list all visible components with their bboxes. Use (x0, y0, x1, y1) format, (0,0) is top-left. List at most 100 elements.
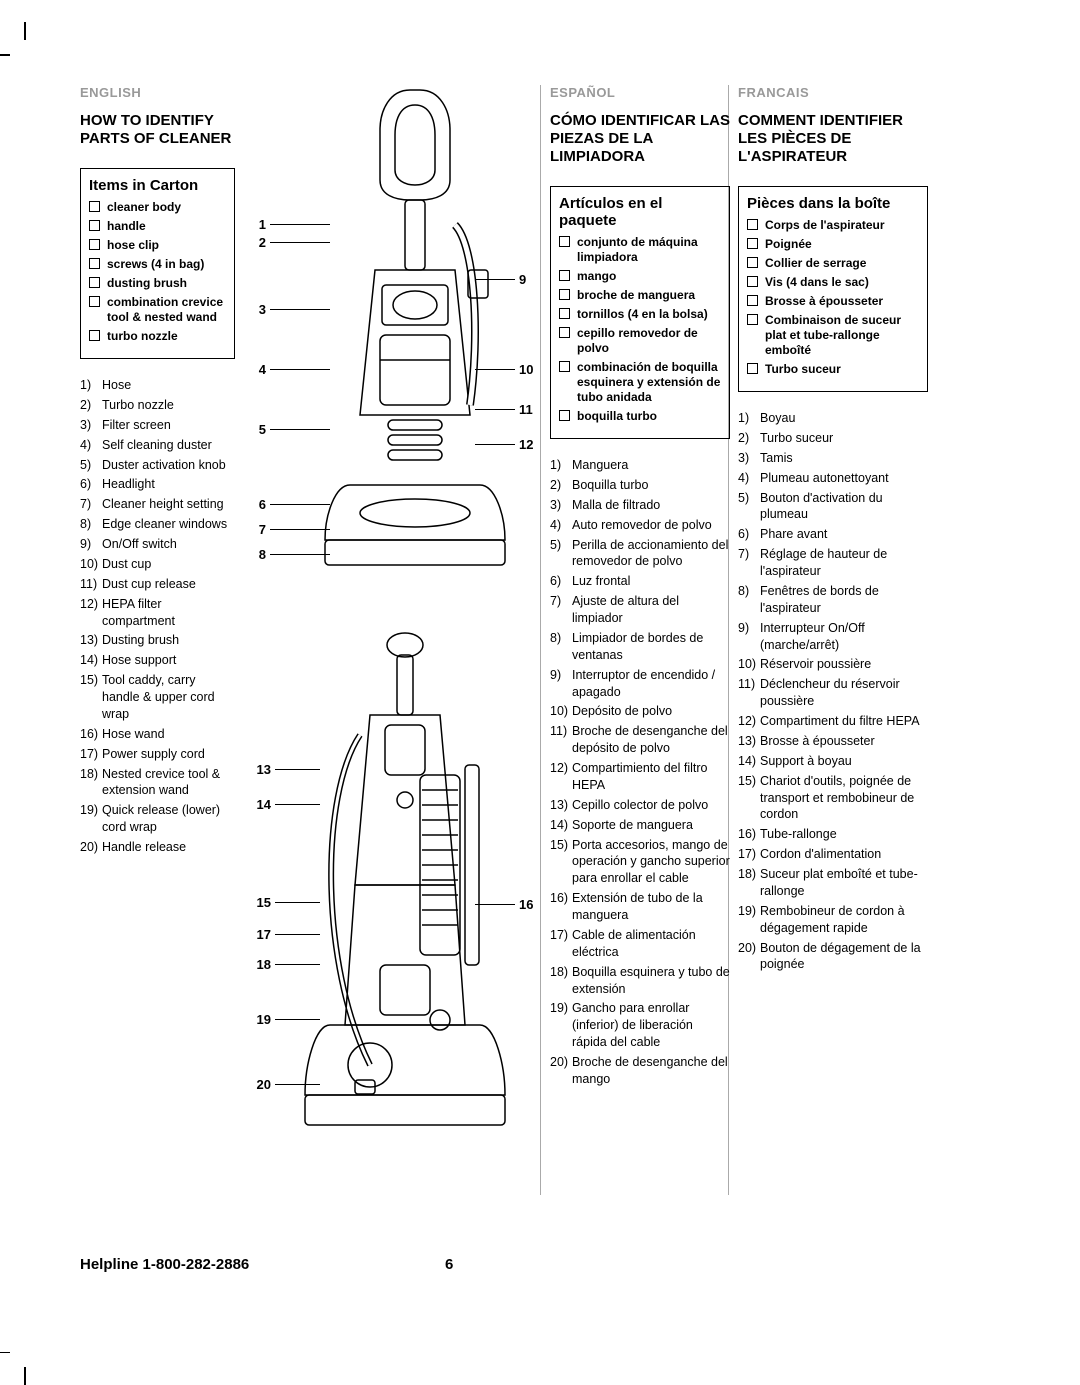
part-label: Fenêtres de bords de l'aspirateur (760, 583, 928, 617)
diagram-callout: 10 (475, 362, 535, 377)
part-number: 16) (80, 726, 102, 743)
carton-item: conjunto de máquina limpiadora (559, 235, 721, 265)
carton-item: broche de manguera (559, 288, 721, 303)
part-label: Suceur plat emboîté et tube-rallonge (760, 866, 928, 900)
part-item: 14)Soporte de manguera (550, 817, 730, 834)
part-label: Tool caddy, carry handle & upper cord wr… (102, 672, 235, 723)
diagram-callout: 6 (250, 497, 330, 512)
part-item: 14)Hose support (80, 652, 235, 669)
part-number: 8) (738, 583, 760, 617)
part-item: 3)Filter screen (80, 417, 235, 434)
part-number: 6) (738, 526, 760, 543)
carton-item: Brosse à épousseter (747, 294, 919, 309)
part-label: Interrupteur On/Off (marche/arrêt) (760, 620, 928, 654)
part-number: 10) (80, 556, 102, 573)
carton-item-label: handle (107, 219, 146, 234)
part-label: Interruptor de encendido / apagado (572, 667, 730, 701)
part-item: 10)Dust cup (80, 556, 235, 573)
part-item: 11)Broche de desenganche del depósito de… (550, 723, 730, 757)
part-number: 1) (738, 410, 760, 427)
checkbox-icon (559, 308, 570, 319)
carton-item-label: tornillos (4 en la bolsa) (577, 307, 708, 322)
part-number: 6) (80, 476, 102, 493)
part-item: 17)Power supply cord (80, 746, 235, 763)
carton-item: cepillo removedor de polvo (559, 326, 721, 356)
part-label: Dust cup release (102, 576, 235, 593)
checkbox-icon (89, 277, 100, 288)
part-number: 16) (550, 890, 572, 924)
part-label: Boyau (760, 410, 928, 427)
column-separator-1 (540, 85, 541, 1195)
part-item: 12)Compartimiento del filtro HEPA (550, 760, 730, 794)
part-item: 17)Cable de alimentación eléctrica (550, 927, 730, 961)
part-number: 15) (738, 773, 760, 824)
part-item: 15)Chariot d'outils, poignée de transpor… (738, 773, 928, 824)
part-number: 6) (550, 573, 572, 590)
vacuum-rear-illustration (300, 625, 510, 1145)
part-number: 11) (80, 576, 102, 593)
carton-item-label: Brosse à épousseter (765, 294, 883, 309)
diagram-callout: 16 (475, 897, 535, 912)
part-number: 3) (550, 497, 572, 514)
part-number: 9) (738, 620, 760, 654)
part-label: Tube-rallonge (760, 826, 928, 843)
carton-item: Combinaison de suceur plat et tube-rallo… (747, 313, 919, 358)
part-number: 18) (738, 866, 760, 900)
checkbox-icon (89, 296, 100, 307)
part-label: Power supply cord (102, 746, 235, 763)
checkbox-icon (559, 361, 570, 372)
carton-item: turbo nozzle (89, 329, 226, 344)
checkbox-icon (747, 219, 758, 230)
part-item: 1)Manguera (550, 457, 730, 474)
part-label: Compartiment du filtre HEPA (760, 713, 928, 730)
diagram-callout: 11 (475, 402, 535, 417)
checkbox-icon (747, 257, 758, 268)
part-number: 12) (738, 713, 760, 730)
column-french: FRANCAIS COMMENT IDENTIFIER LES PIÈCES D… (738, 85, 928, 976)
part-number: 5) (550, 537, 572, 571)
carton-item: hose clip (89, 238, 226, 253)
part-item: 1)Boyau (738, 410, 928, 427)
diagram-callout: 9 (475, 272, 535, 287)
part-number: 14) (738, 753, 760, 770)
callout-number: 10 (519, 362, 533, 377)
part-number: 8) (550, 630, 572, 664)
carton-item-label: turbo nozzle (107, 329, 178, 344)
lang-label-es: ESPAÑOL (550, 85, 730, 100)
part-number: 2) (738, 430, 760, 447)
part-number: 2) (550, 477, 572, 494)
part-label: Phare avant (760, 526, 928, 543)
column-english: ENGLISH HOW TO IDENTIFY PARTS OF CLEANER… (80, 85, 235, 859)
callout-number: 12 (519, 437, 533, 452)
callout-number: 7 (259, 522, 266, 537)
carton-item: tornillos (4 en la bolsa) (559, 307, 721, 322)
part-label: Gancho para enrollar (inferior) de liber… (572, 1000, 730, 1051)
part-number: 4) (738, 470, 760, 487)
diagram-callout: 17 (250, 927, 320, 942)
carton-item: handle (89, 219, 226, 234)
carton-item-label: Turbo suceur (765, 362, 841, 377)
part-number: 7) (738, 546, 760, 580)
part-item: 2)Turbo suceur (738, 430, 928, 447)
part-number: 9) (80, 536, 102, 553)
checkbox-icon (559, 270, 570, 281)
part-label: Support à boyau (760, 753, 928, 770)
callout-number: 19 (257, 1012, 271, 1027)
part-label: Quick release (lower) cord wrap (102, 802, 235, 836)
checkbox-icon (747, 314, 758, 325)
part-item: 4)Auto removedor de polvo (550, 517, 730, 534)
part-label: Manguera (572, 457, 730, 474)
carton-item: Turbo suceur (747, 362, 919, 377)
diagram-callout: 1 (250, 217, 330, 232)
carton-item-label: conjunto de máquina limpiadora (577, 235, 721, 265)
part-label: Turbo nozzle (102, 397, 235, 414)
part-label: Bouton d'activation du plumeau (760, 490, 928, 524)
carton-item-label: combination crevice tool & nested wand (107, 295, 226, 325)
part-item: 5)Duster activation knob (80, 457, 235, 474)
part-label: Filter screen (102, 417, 235, 434)
carton-item-label: screws (4 in bag) (107, 257, 204, 272)
carton-item: mango (559, 269, 721, 284)
part-label: Cepillo colector de polvo (572, 797, 730, 814)
part-label: Réservoir poussière (760, 656, 928, 673)
part-item: 12)Compartiment du filtre HEPA (738, 713, 928, 730)
